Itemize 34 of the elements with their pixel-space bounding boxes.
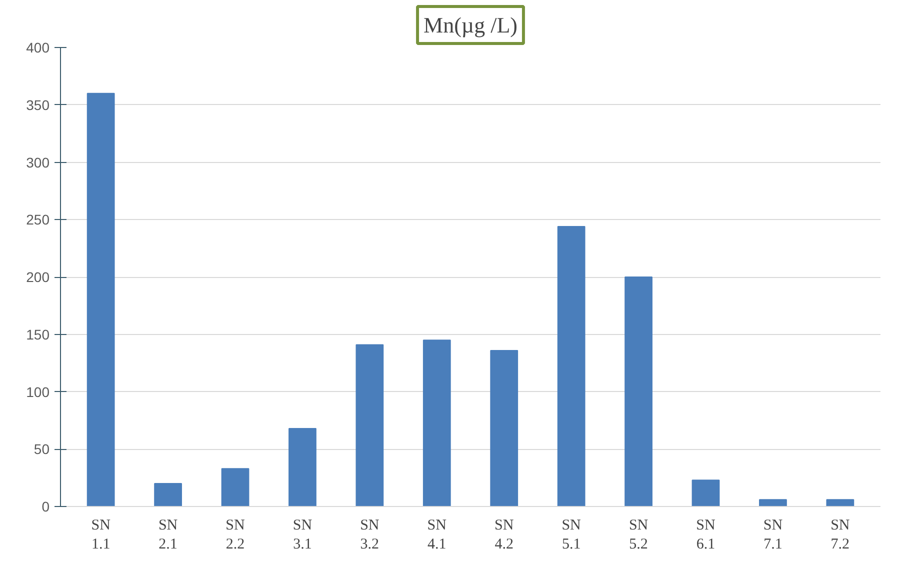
y-tick-label: 150 xyxy=(26,326,50,342)
bar xyxy=(759,499,787,506)
x-tick-label: SN 4.1 xyxy=(427,518,447,553)
x-tick-label: SN 5.1 xyxy=(562,518,582,553)
y-tick-label: 100 xyxy=(26,384,50,400)
y-tick-label: 200 xyxy=(26,269,50,285)
x-tick-label: SN 4.2 xyxy=(494,518,514,553)
x-tick-label: SN 2.1 xyxy=(158,518,178,553)
x-tick-label: SN 2.2 xyxy=(226,518,246,553)
bar xyxy=(356,344,384,506)
y-tick-label: 50 xyxy=(34,441,50,458)
x-tick-label: SN 3.1 xyxy=(292,518,312,553)
y-tick-label: 0 xyxy=(42,498,50,514)
x-tick-label: SN 3.2 xyxy=(360,518,380,553)
chart-title: Mn(µg /L) xyxy=(424,12,518,38)
x-tick-label: SN 6.1 xyxy=(696,518,716,553)
bar xyxy=(692,480,720,506)
y-tick-label: 250 xyxy=(26,212,50,228)
x-tick-label: SN 7.2 xyxy=(830,518,850,553)
x-tick-label: SN 5.2 xyxy=(628,518,648,553)
bar xyxy=(826,499,854,506)
bar xyxy=(86,92,115,506)
bar xyxy=(154,483,182,506)
bar xyxy=(422,340,451,506)
y-tick-label: 350 xyxy=(26,96,50,113)
x-tick-label: SN 1.1 xyxy=(91,518,111,553)
x-tick-label: SN 7.1 xyxy=(763,518,783,553)
y-tick-label: 300 xyxy=(26,154,50,170)
bar xyxy=(288,428,316,506)
bar xyxy=(557,226,586,506)
bar xyxy=(221,468,250,506)
bar xyxy=(490,350,518,506)
bar xyxy=(624,276,652,506)
y-tick-label: 400 xyxy=(26,40,50,56)
